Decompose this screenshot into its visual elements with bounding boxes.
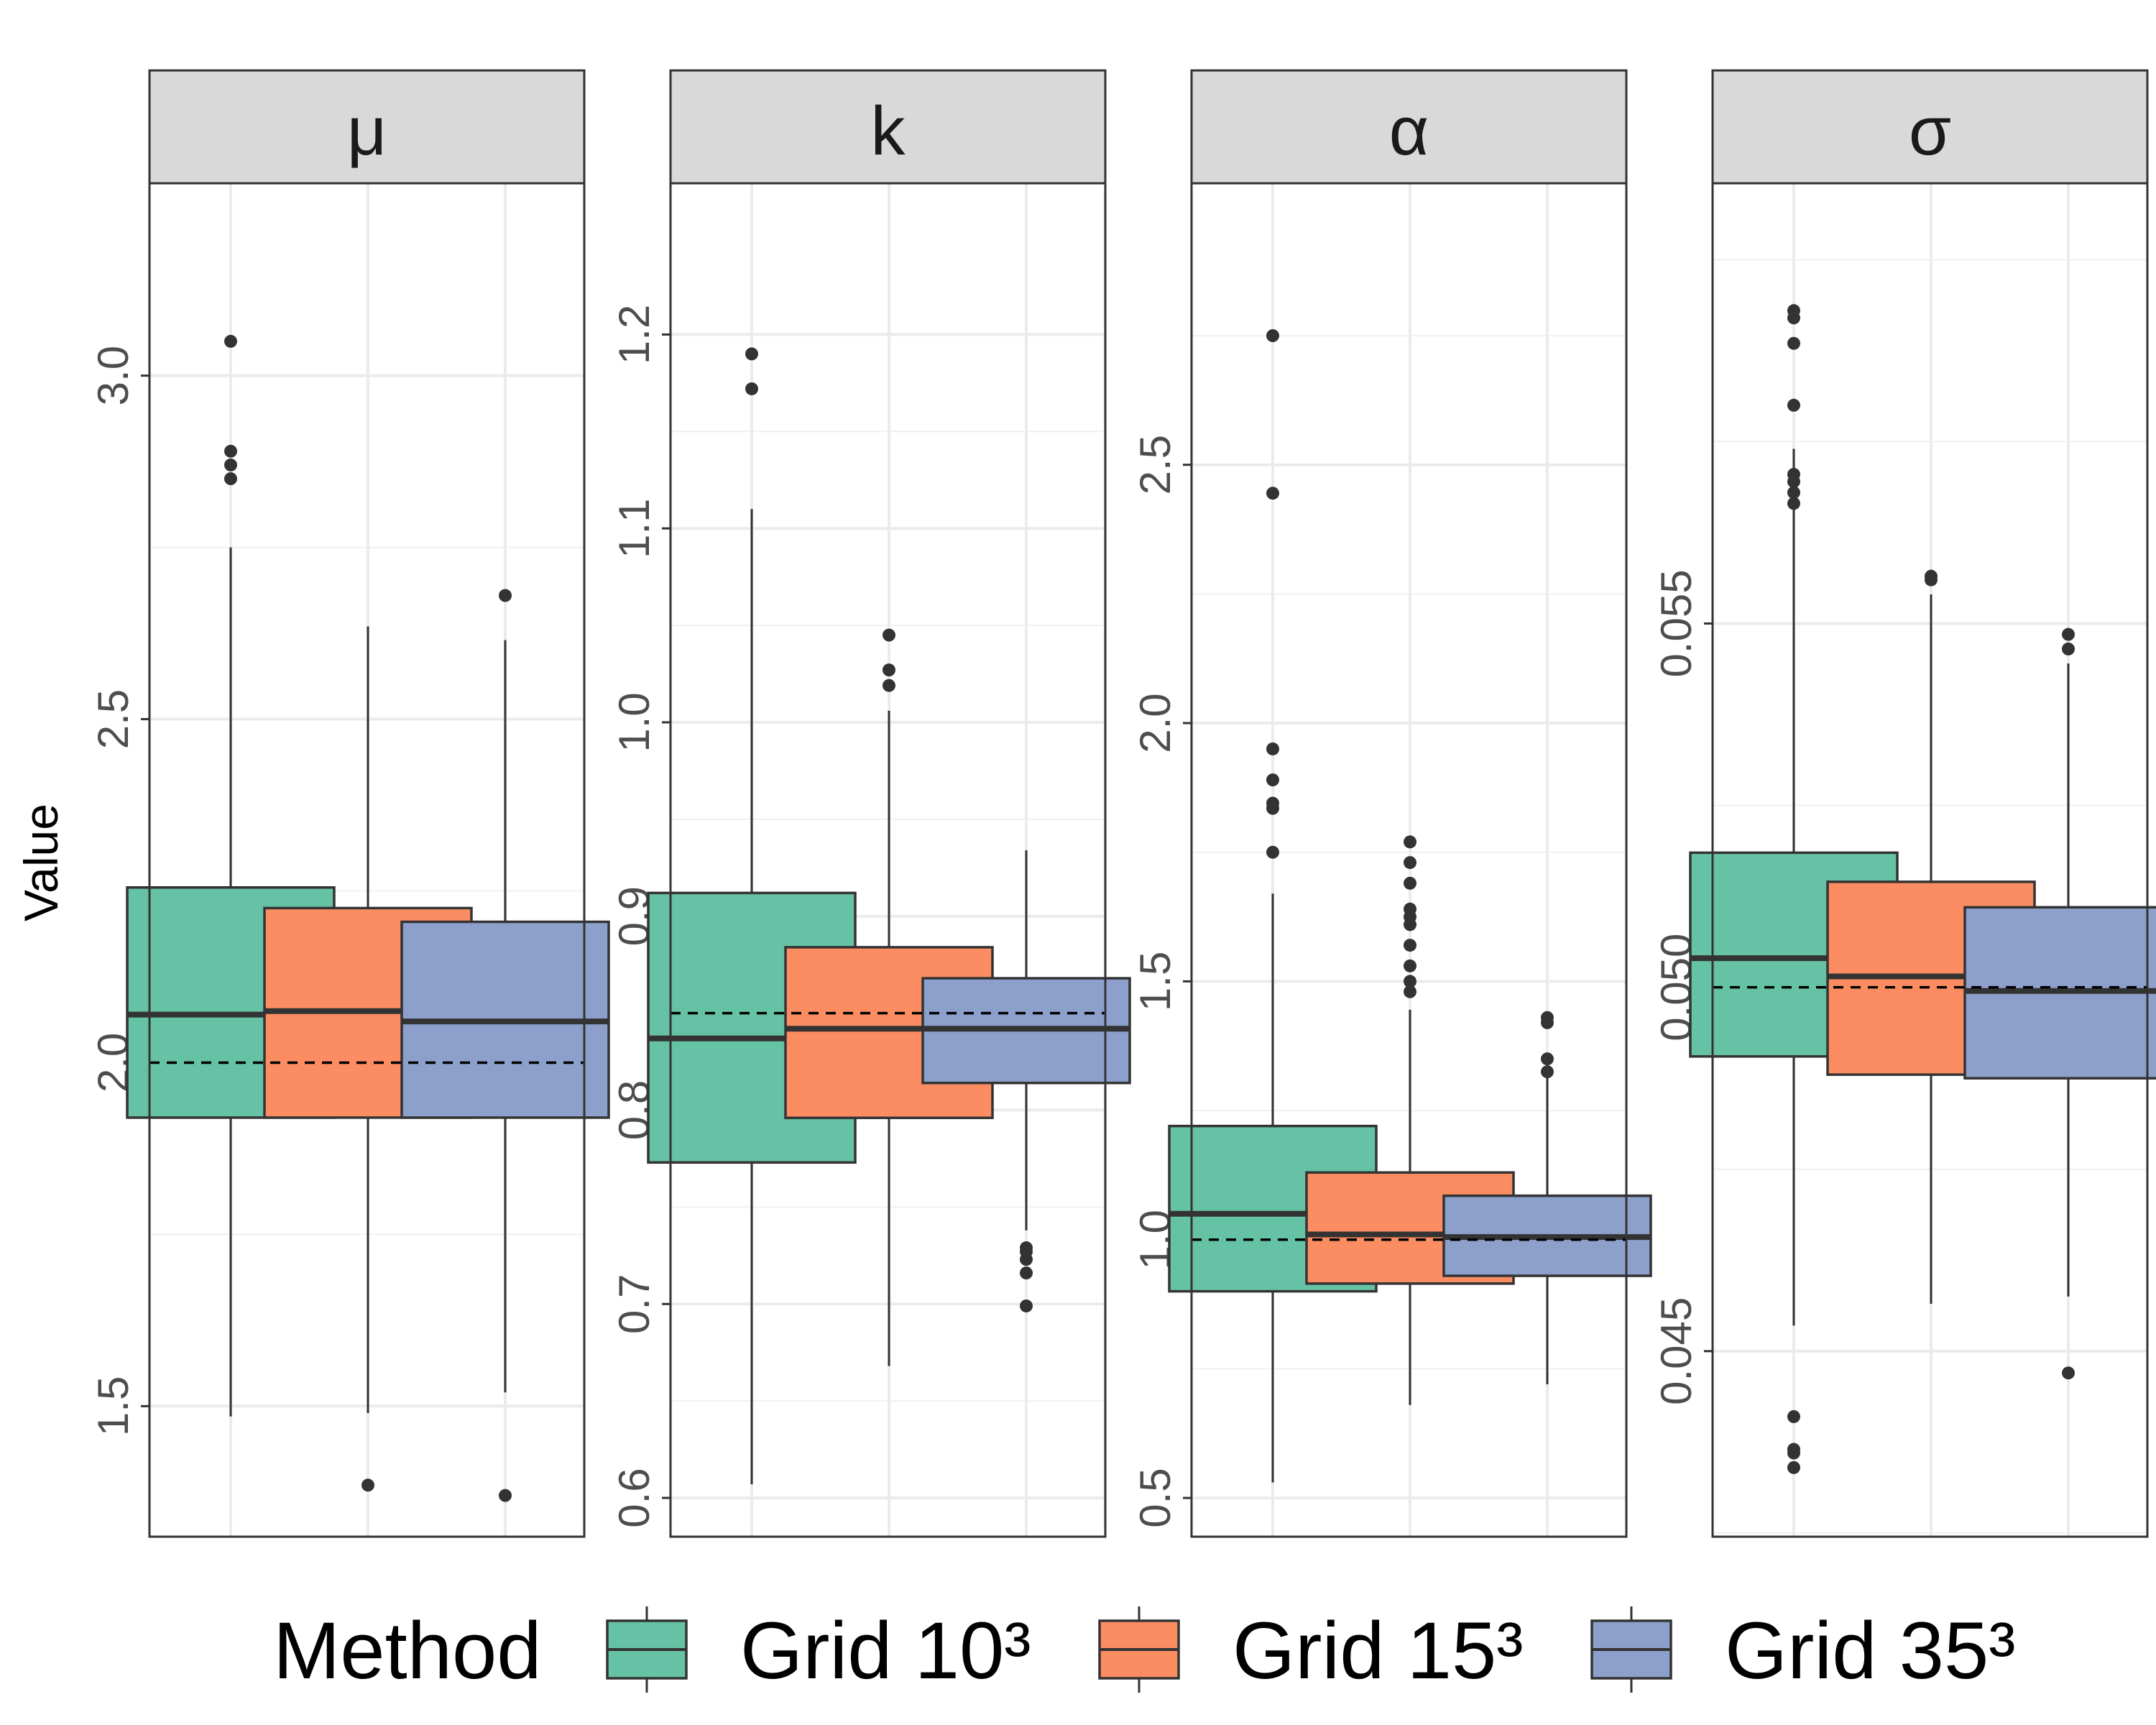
box-3 <box>1442 1011 1652 1384</box>
y-tick-label: 0.6 <box>610 1468 658 1527</box>
y-tick-label: 0.5 <box>1131 1468 1179 1527</box>
y-tick-label: 1.0 <box>610 692 658 752</box>
y-tick-label: 1.1 <box>610 498 658 558</box>
outlier-point <box>883 663 895 677</box>
legend-item: Grid 10³ <box>606 1606 1031 1696</box>
legend-item: Grid 35³ <box>1590 1606 2016 1696</box>
facet-strip-label: μ <box>347 93 387 170</box>
outlier-point <box>883 628 895 642</box>
outlier-point <box>499 1489 512 1502</box>
facet-panels: μ1.52.02.53.0k0.60.70.80.91.01.11.2α0.51… <box>89 69 2156 1538</box>
outlier-point <box>1787 497 1800 510</box>
y-tick-label: 1.5 <box>1131 952 1179 1011</box>
legend-label: Grid 10³ <box>740 1606 1031 1696</box>
outlier-point <box>1020 1266 1033 1280</box>
facet-strip <box>148 69 586 185</box>
y-tick-label: 0.045 <box>1652 1297 1700 1405</box>
facet-strip-label: σ <box>1909 93 1951 170</box>
outlier-point <box>499 589 512 602</box>
box-3 <box>400 589 610 1502</box>
outlier-point <box>745 382 758 395</box>
outlier-point <box>1020 1299 1033 1312</box>
panel-border <box>1711 182 2149 1538</box>
outlier-point <box>1266 845 1279 859</box>
outlier-point <box>1787 1460 1800 1474</box>
y-tick-label: 0.055 <box>1652 569 1700 677</box>
outlier-point <box>1925 573 1938 586</box>
outlier-point <box>1266 329 1279 343</box>
box-3 <box>1963 627 2156 1380</box>
outlier-point <box>1541 1016 1554 1029</box>
y-axis-title: Value <box>14 804 68 921</box>
outlier-point <box>1787 1409 1800 1423</box>
panel-1: μ1.52.02.53.0 <box>89 69 610 1538</box>
outlier-point <box>224 444 237 458</box>
outlier-point <box>1404 939 1416 952</box>
outlier-point <box>1404 959 1416 972</box>
legend-title: Method <box>273 1606 542 1696</box>
outlier-point <box>1404 835 1416 849</box>
panel-2: k0.60.70.80.91.01.11.2 <box>610 69 1131 1538</box>
outlier-point <box>361 1478 374 1492</box>
y-tick-label: 2.0 <box>1131 693 1179 753</box>
outlier-point <box>224 458 237 472</box>
panel-3: α0.51.01.52.02.5 <box>1131 69 1652 1538</box>
y-tick-label: 1.2 <box>610 305 658 364</box>
legend: Method Grid 10³ Grid 15³ Grid 35³ <box>273 1606 2016 1696</box>
outlier-point <box>1787 398 1800 412</box>
outlier-point <box>1020 1253 1033 1266</box>
outlier-point <box>1787 336 1800 350</box>
outlier-point <box>1787 311 1800 325</box>
outlier-point <box>1266 487 1279 500</box>
panel-border <box>148 182 586 1538</box>
outlier-point <box>224 472 237 486</box>
outlier-point <box>745 347 758 361</box>
outlier-point <box>1266 742 1279 755</box>
outlier-point <box>1787 1446 1800 1460</box>
legend-label: Grid 15³ <box>1233 1606 1524 1696</box>
box-3 <box>921 850 1131 1312</box>
y-tick-label: 2.5 <box>1131 435 1179 494</box>
panel-border <box>1190 182 1628 1538</box>
outlier-point <box>2062 1366 2075 1380</box>
panel-border <box>669 182 1107 1538</box>
outlier-point <box>1404 975 1416 988</box>
outlier-point <box>224 334 237 348</box>
outlier-point <box>1787 475 1800 489</box>
outlier-point <box>1404 918 1416 932</box>
legend-label: Grid 35³ <box>1725 1606 2016 1696</box>
outlier-point <box>1266 801 1279 815</box>
outlier-point <box>2062 642 2075 656</box>
outlier-point <box>1541 1065 1554 1079</box>
y-tick-label: 3.0 <box>89 346 137 405</box>
outlier-point <box>1541 1052 1554 1066</box>
y-tick-label: 1.5 <box>89 1376 137 1436</box>
outlier-point <box>1266 773 1279 787</box>
outlier-point <box>883 678 895 692</box>
y-tick-label: 0.7 <box>610 1274 658 1334</box>
outlier-point <box>1404 985 1416 998</box>
outlier-point <box>1787 486 1800 500</box>
y-tick-label: 2.5 <box>89 689 137 749</box>
outlier-point <box>1404 856 1416 870</box>
legend-item: Grid 15³ <box>1098 1606 1524 1696</box>
facet-strip-label: α <box>1389 93 1429 170</box>
facet-strip <box>1190 69 1628 185</box>
legend-items: Grid 10³ Grid 15³ Grid 35³ <box>606 1606 2016 1696</box>
outlier-point <box>2062 627 2075 641</box>
facet-strip-label: k <box>871 93 906 170</box>
outlier-point <box>1404 876 1416 890</box>
